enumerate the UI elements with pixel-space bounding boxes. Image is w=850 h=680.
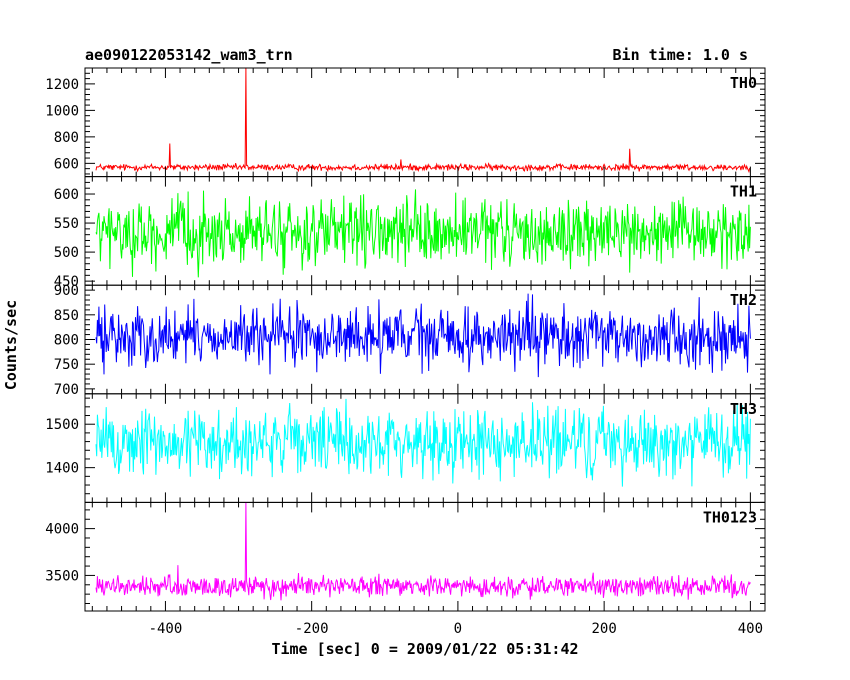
y-tick-label: 750 [54, 357, 79, 373]
chart-title: ae090122053142_wam3_trn [85, 46, 293, 64]
panel-label-th1: TH1 [730, 183, 757, 201]
y-tick-label: 450 [54, 274, 79, 290]
series-line-th2 [95, 293, 751, 378]
panel-frame-th0 [84, 67, 766, 178]
panel-frame-th0123 [84, 501, 766, 612]
x-tick-label: -200 [295, 621, 329, 637]
bin-time-label: Bin time: 1.0 s [613, 46, 748, 64]
y-tick-label: 550 [54, 216, 79, 232]
x-tick-label: 0 [454, 621, 462, 637]
series-line-th0123 [95, 502, 751, 601]
y-tick-label: 900 [54, 283, 79, 299]
y-tick-label: 500 [54, 245, 79, 261]
y-tick-label: 1200 [45, 77, 79, 93]
y-tick-label: 600 [54, 187, 79, 203]
series-line-th0 [95, 67, 751, 174]
panel-label-th0123: TH0123 [703, 508, 757, 526]
series-line-th1 [95, 189, 751, 278]
y-tick-label: 4000 [45, 522, 79, 538]
series-line-th3 [95, 398, 751, 487]
y-tick-label: 1000 [45, 103, 79, 119]
y-tick-label: 3500 [45, 568, 79, 584]
x-axis-label: Time [sec] 0 = 2009/01/22 05:31:42 [271, 640, 578, 658]
panel-label-th0: TH0 [730, 74, 757, 92]
y-tick-label: 700 [54, 382, 79, 398]
y-tick-label: 1400 [45, 461, 79, 477]
panel-label-th2: TH2 [730, 291, 757, 309]
y-tick-label: 1500 [45, 417, 79, 433]
y-tick-label: 600 [54, 156, 79, 172]
panels-group: TH0 600 800 1000 1200 TH1 450 500 550 600 TH2 700 75… [45, 67, 766, 637]
x-tick-label: -400 [149, 621, 183, 637]
y-tick-label: 800 [54, 130, 79, 146]
panel-label-th3: TH3 [730, 400, 757, 418]
x-tick-label: 200 [591, 621, 616, 637]
y-tick-label: 800 [54, 333, 79, 349]
y-tick-label: 850 [54, 308, 79, 324]
x-tick-label: 400 [738, 621, 763, 637]
y-axis-label: Counts/sec [2, 300, 20, 390]
